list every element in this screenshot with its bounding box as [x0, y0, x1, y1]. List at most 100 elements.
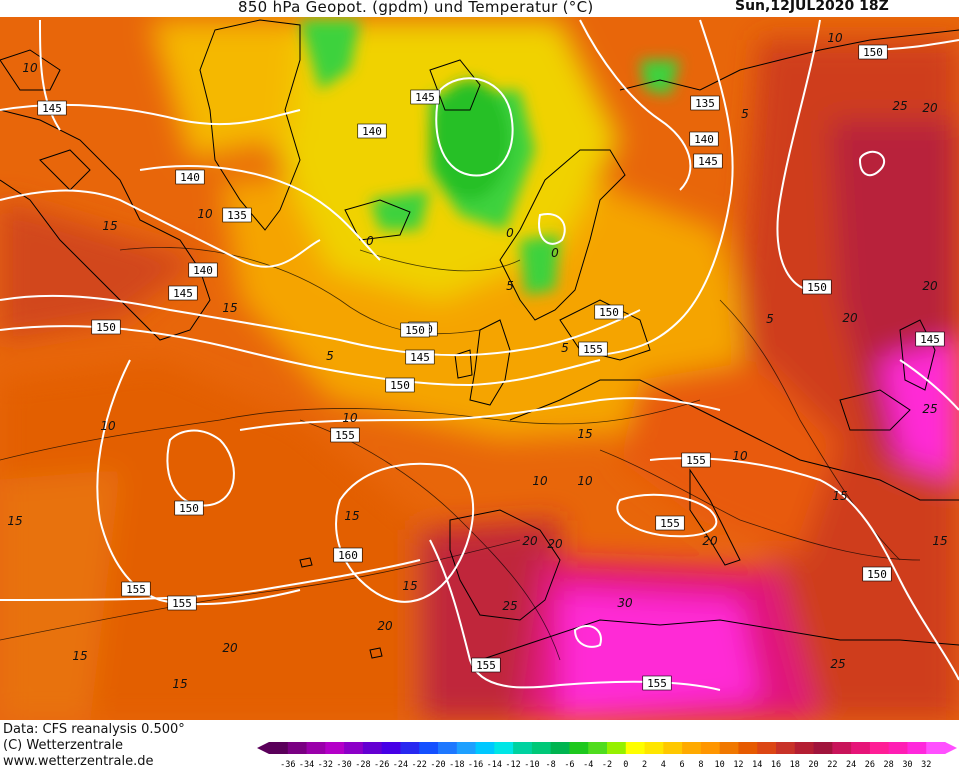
colorbar-swatch: [287, 742, 308, 754]
colorbar-tick-label: -14: [487, 760, 502, 770]
geopotential-label-text: 145: [415, 91, 435, 104]
colorbar-swatch: [738, 742, 758, 754]
isotherm-label: 10: [100, 419, 116, 433]
colorbar-tick-label: 24: [846, 760, 856, 770]
geopotential-labels: 1451451401351401451501351401451501401451…: [37, 44, 945, 691]
geopotential-label-text: 155: [172, 597, 192, 610]
geopotential-label: 155: [655, 515, 685, 531]
isotherm-label: 10: [732, 449, 748, 463]
colorbar-swatch: [344, 742, 364, 754]
geopotential-label-box: [689, 131, 719, 147]
geopotential-label: 145: [37, 100, 67, 116]
colorbar-swatch: [625, 742, 646, 754]
colorbar-swatch: [306, 742, 326, 754]
colorbar-swatch: [907, 742, 927, 754]
colorbar-swatch: [325, 742, 345, 754]
geopotential-label-box: [693, 153, 723, 169]
geopotential-label-text: 145: [698, 155, 718, 168]
colorbar-swatch: [494, 742, 514, 754]
colorbar-min-arrow: [257, 742, 269, 754]
geopotential-label-text: 135: [227, 209, 247, 222]
geopotential-label-text: 150: [807, 281, 827, 294]
colorbar-tick-label: -34: [299, 760, 314, 770]
temperature-colorbar: -36 -34 -32 -30 -28 -26 -24 -22 -20 -18 -16 -14 -12-…: [257, 742, 957, 770]
colorbar-tick-label: 12: [733, 760, 743, 770]
geopotential-label-text: 150: [599, 306, 619, 319]
geopotential-label-box: [333, 547, 363, 563]
isotherm-label: 0: [551, 246, 559, 260]
isotherm-label: 5: [741, 107, 749, 121]
geopotential-label: 155: [121, 581, 151, 597]
geopotential-contours: [0, 19, 959, 691]
geopotential-label: 155: [642, 675, 672, 691]
colorbar-tick-label: 14: [752, 760, 762, 770]
geopotential-label-text: 150: [96, 321, 116, 334]
colorbar-swatch: [682, 742, 702, 754]
isotherm-label: 10: [827, 31, 843, 45]
colorbar-tick-label: 0: [623, 760, 628, 770]
weather-map: 1451451401351401451501351401451501401451…: [0, 17, 959, 720]
geopotential-label: 150: [174, 500, 204, 516]
geopotential-label-box: [642, 675, 672, 691]
geopotential-label-box: [174, 500, 204, 516]
geopotential-label-box: [471, 657, 501, 673]
colorbar-tick-label: -2: [602, 760, 612, 770]
geopotential-label-text: 145: [920, 333, 940, 346]
coastlines: [0, 19, 959, 661]
colorbar-tick-label: 2: [642, 760, 647, 770]
geopotential-label: 145: [915, 331, 945, 347]
website-link[interactable]: www.wetterzentrale.de: [3, 754, 154, 769]
geopotential-label-text: 150: [405, 324, 425, 337]
geopotential-label-text: 150: [179, 502, 199, 515]
geopotential-label-text: 155: [583, 343, 603, 356]
valid-time: Sun,12JUL2020 18Z: [735, 0, 889, 14]
geopotential-label-text: 140: [694, 133, 714, 146]
geopotential-label-box: [858, 44, 888, 60]
geopotential-label: 135: [222, 207, 252, 223]
geopotential-label-box: [655, 515, 685, 531]
isotherm-label: 5: [326, 349, 334, 363]
isotherm-label: 10: [577, 474, 593, 488]
isotherm-label: 20: [922, 279, 938, 293]
colorbar-swatch: [400, 742, 420, 754]
colorbar-tick-label: -24: [393, 760, 408, 770]
colorbar-tick-label: -26: [374, 760, 389, 770]
isotherm-label: 10: [532, 474, 548, 488]
geopotential-label-text: 140: [180, 171, 200, 184]
geopotential-label-box: [175, 169, 205, 185]
geopotential-label-text: 160: [338, 549, 358, 562]
geopotential-label-box: [121, 581, 151, 597]
geopotential-label-box: [188, 262, 218, 278]
geopotential-label: 155: [167, 595, 197, 611]
isotherm-label: 5: [506, 279, 514, 293]
colorbar-swatch: [588, 742, 608, 754]
colorbar-swatches: [257, 742, 957, 754]
colorbar-tick-label: 28: [884, 760, 894, 770]
colorbar-tick-label: -20: [430, 760, 445, 770]
colorbar-swatch: [419, 742, 439, 754]
isotherm-label: 25: [830, 657, 845, 671]
geopotential-label-box: [405, 349, 435, 365]
geopotential-label-box: [915, 331, 945, 347]
colorbar-swatch: [663, 742, 683, 754]
geopotential-label-box: [690, 95, 720, 111]
colorbar-tick-label: -6: [564, 760, 574, 770]
colorbar-swatch: [456, 742, 477, 754]
colorbar-tick-label: -22: [412, 760, 427, 770]
colorbar-swatch: [888, 742, 908, 754]
colorbar-tick-label: 20: [808, 760, 818, 770]
geopotential-label-box: [357, 123, 387, 139]
geopotential-label: 150: [594, 304, 624, 320]
colorbar-swatch: [832, 742, 852, 754]
colorbar-tick-label: 8: [698, 760, 703, 770]
geopotential-label-box: [400, 322, 430, 338]
colorbar-swatch: [569, 742, 589, 754]
geopotential-label-box: [37, 100, 67, 116]
isotherm-label: 10: [342, 411, 358, 425]
isotherm-label: 15: [344, 509, 359, 523]
colorbar-swatch: [757, 742, 777, 754]
geopotential-label: 135: [690, 95, 720, 111]
colorbar-ticks: -36 -34 -32 -30 -28 -26 -24 -22 -20 -18 -16 -14 -12-…: [280, 760, 931, 770]
geopotential-label-text: 155: [647, 677, 667, 690]
colorbar-swatch: [513, 742, 533, 754]
